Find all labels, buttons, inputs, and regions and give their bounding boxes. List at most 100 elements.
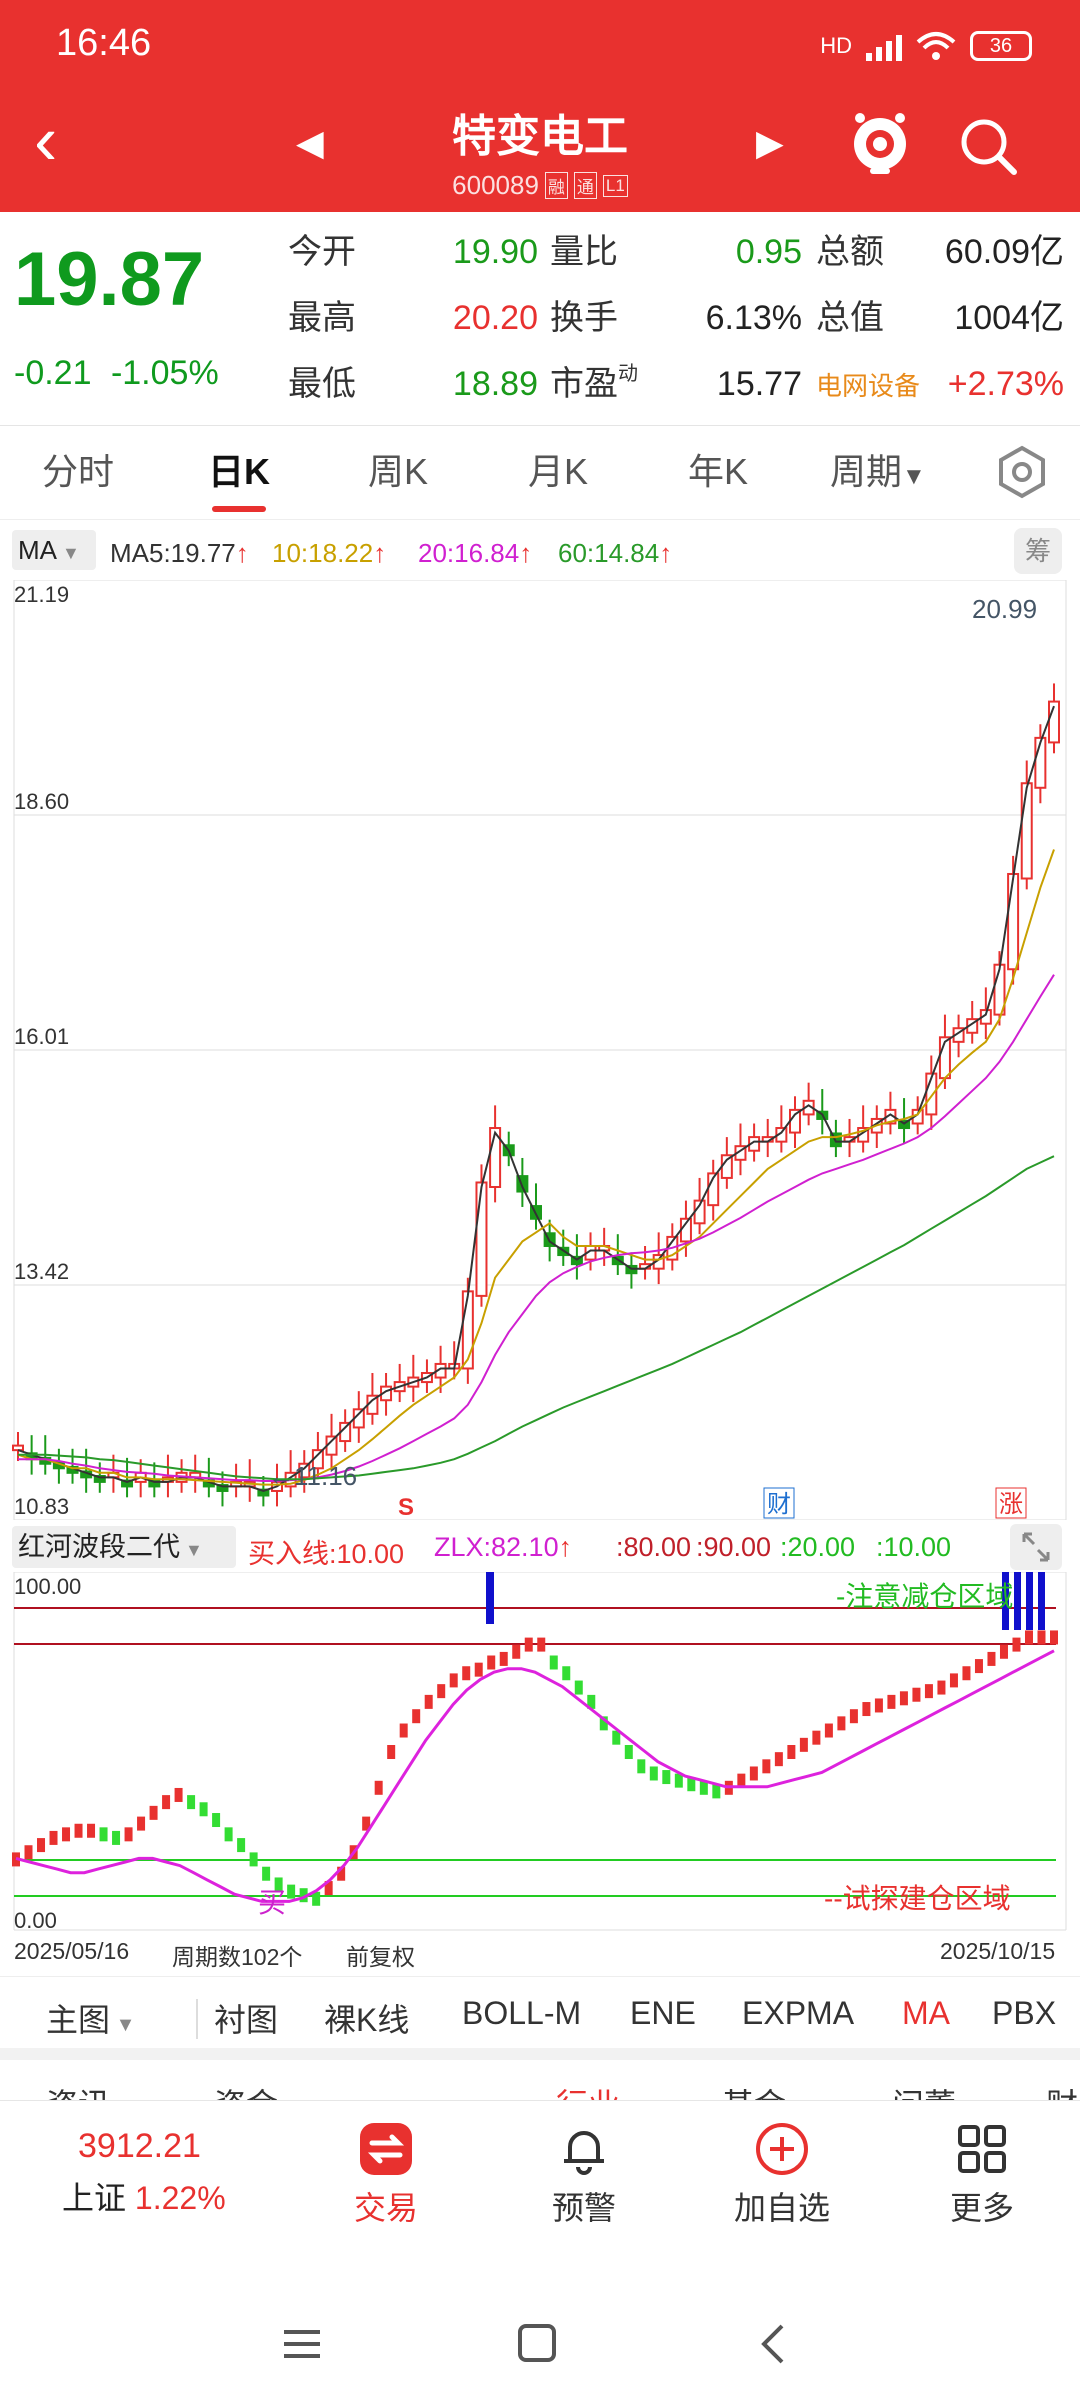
back-button[interactable]: ‹ [34, 110, 84, 180]
period-count: 周期数102个 [172, 1938, 302, 1972]
chevron-down-icon: ▼ [110, 2014, 135, 2036]
ma-selector[interactable]: MA ▼ [12, 530, 96, 570]
add-watchlist-button[interactable]: 加自选 [712, 2121, 852, 2229]
more-button[interactable]: 更多 [912, 2121, 1052, 2229]
value-turnover-amount: 60.09亿 [900, 228, 1064, 276]
indicator-bar [262, 1867, 270, 1881]
indicator-bar [887, 1695, 895, 1709]
y-label-2: 18.60 [14, 789, 69, 814]
signal-bar-2 [1014, 1572, 1021, 1630]
buy-line-value: 买入线:10.00 [248, 1532, 404, 1571]
back-nav-icon[interactable] [764, 2326, 782, 2362]
tab-daily-k[interactable]: 日K [208, 444, 270, 500]
tab-industry[interactable]: 行业 [556, 2080, 620, 2102]
marker-s[interactable]: S [398, 1494, 414, 1520]
tab-monthly-k[interactable]: 月K [528, 444, 588, 500]
trade-button[interactable]: 交易 [316, 2121, 456, 2229]
indicator-bar [137, 1817, 145, 1831]
indicator-bar [250, 1852, 258, 1866]
tab-fund[interactable]: 基金 [722, 2080, 786, 2102]
indicator-bar [375, 1781, 383, 1795]
indicator-bar [175, 1788, 183, 1802]
search-icon[interactable] [956, 110, 1020, 180]
indicator-bar [937, 1681, 945, 1695]
stock-title: 特变电工 600089 融 通 L1 [290, 100, 790, 210]
indicator-bar [787, 1745, 795, 1759]
indicator-bar [387, 1745, 395, 1759]
ma10-value: 10:18.22↑ [272, 538, 386, 569]
indicator-legend: 红河波段二代 ▼ 买入线:10.00 ZLX:82.10↑ :80.00 :90… [0, 1522, 1080, 1572]
kline-chart[interactable]: 21.19 18.60 16.01 13.42 10.83 20.99 ←11.… [0, 580, 1080, 1520]
mascot-icon[interactable] [848, 108, 912, 178]
indicator-bar [575, 1681, 583, 1695]
trade-icon [358, 2121, 414, 2177]
settings-icon[interactable] [994, 444, 1050, 500]
value-high: 20.20 [430, 294, 538, 342]
tab-expma[interactable]: EXPMA [742, 1995, 854, 2032]
tab-period[interactable]: 周期▼ [830, 444, 926, 500]
expand-icon[interactable] [1010, 1524, 1062, 1570]
indicator-bar [1050, 1630, 1058, 1644]
indicator-bar [200, 1802, 208, 1816]
battery-icon: 36 [970, 31, 1032, 61]
indicator-bar [812, 1731, 820, 1745]
indicator-bar [437, 1684, 445, 1698]
alert-button[interactable]: 预警 [514, 2121, 654, 2229]
tab-funds[interactable]: 资金 [214, 2080, 278, 2102]
indicator-bar [225, 1827, 233, 1841]
indicator-bar [825, 1724, 833, 1738]
home-nav-icon[interactable] [520, 2326, 554, 2360]
tab-news[interactable]: 资讯 [46, 2080, 110, 2102]
price-change: -0.21 -1.05% [14, 354, 219, 393]
signal-icon [866, 31, 902, 61]
tab-intraday[interactable]: 分时 [42, 444, 114, 500]
indicator-bar [87, 1824, 95, 1838]
bottom-bar: 3912.21 上证 1.22% 交易 预警 加自选 更多 [0, 2100, 1080, 2250]
tab-ask[interactable]: 问董 [892, 2080, 956, 2102]
ma-legend: MA ▼ MA5:19.77↑ 10:18.22↑ 20:16.84↑ 60:1… [0, 524, 1080, 580]
tab-ma[interactable]: MA [902, 1995, 950, 2032]
indicator-lines-group [16, 1651, 1054, 1902]
indicator-selector[interactable]: 红河波段二代 ▼ [12, 1526, 236, 1568]
index-percent: 1.22% [135, 2180, 226, 2216]
label-turnover-rate: 换手 [550, 294, 618, 342]
next-stock-button[interactable]: ▶ [756, 122, 784, 164]
marker-finance[interactable]: 财 [767, 1491, 791, 1518]
indicator-bar [125, 1827, 133, 1841]
level-80: :80.00 [616, 1532, 691, 1563]
indicator-chart[interactable]: 100.00 0.00 -注意减仓区域 --试探建仓区域 买 [0, 1572, 1080, 1932]
low-price-label: ←11.16 [268, 1461, 357, 1491]
marker-rise[interactable]: 涨 [999, 1491, 1023, 1518]
indicator-bar [837, 1716, 845, 1730]
zone-low-label: --试探建仓区域 [824, 1883, 1011, 1914]
ma20-value: 20:16.84↑ [418, 538, 532, 569]
y-label-4: 13.42 [14, 1259, 69, 1284]
stock-name: 特变电工 [290, 100, 790, 164]
menu-nav-icon[interactable] [284, 2332, 320, 2356]
chevron-down-icon: ▼ [57, 543, 80, 563]
indicator-bar [862, 1702, 870, 1716]
end-date: 2025/10/15 [940, 1938, 1055, 1965]
indicator-bar [462, 1666, 470, 1680]
tab-naked-k[interactable]: 裸K线 [324, 1995, 409, 2041]
tab-sub-chart[interactable]: 衬图 [214, 1995, 278, 2041]
quote-panel: 19.87 -0.21 -1.05% 今开 19.90 量比 0.95 总额 6… [0, 212, 1080, 426]
tab-ene[interactable]: ENE [630, 1995, 696, 2032]
chip-distribution-button[interactable]: 筹 [1014, 528, 1062, 574]
indicator-bar [850, 1709, 858, 1723]
info-tabs-row: 资讯 资金 行业 基金 问董 财 [0, 2072, 1080, 2102]
change-percent: -1.05% [111, 354, 219, 392]
tab-finance[interactable]: 财 [1046, 2080, 1078, 2102]
indicator-bar [475, 1663, 483, 1677]
indicator-bar [1000, 1645, 1008, 1659]
tab-boll-m[interactable]: BOLL-M [462, 1995, 581, 2032]
indicator-bar [412, 1709, 420, 1723]
tab-main-chart[interactable]: 主图 ▼ [46, 1995, 135, 2041]
index-value: 3912.21 [78, 2127, 201, 2166]
bell-icon [556, 2121, 612, 2177]
tab-pbx[interactable]: PBX [992, 1995, 1056, 2032]
y-label-top: 21.19 [14, 582, 69, 607]
tab-weekly-k[interactable]: 周K [368, 444, 428, 500]
tab-yearly-k[interactable]: 年K [688, 444, 748, 500]
tag-rong: 融 [545, 172, 568, 199]
